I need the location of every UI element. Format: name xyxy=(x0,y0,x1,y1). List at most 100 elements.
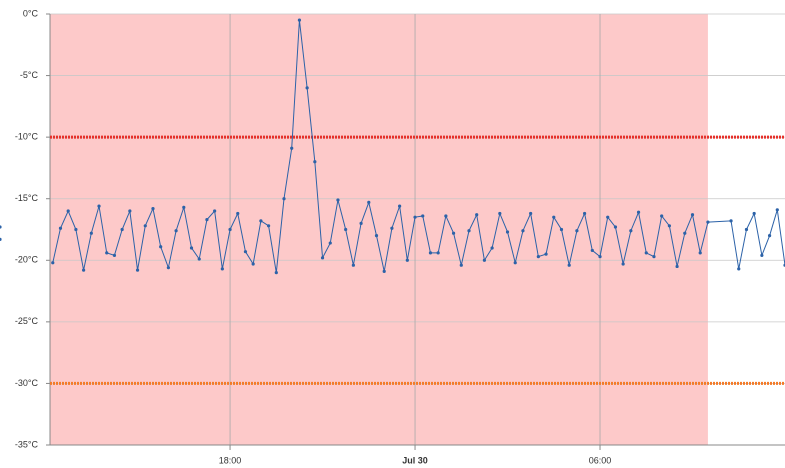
data-point xyxy=(259,219,263,223)
data-point xyxy=(105,251,109,255)
data-point xyxy=(613,225,618,229)
data-point xyxy=(0,237,2,241)
data-point xyxy=(536,254,540,259)
y-tick-label: -5°C xyxy=(20,70,39,80)
data-point xyxy=(351,263,355,267)
x-tick-label: 18:00 xyxy=(219,455,242,465)
data-point xyxy=(359,221,363,225)
data-point xyxy=(513,261,517,265)
data-point xyxy=(344,227,348,232)
data-point xyxy=(744,227,749,232)
data-point xyxy=(459,263,463,267)
data-point xyxy=(398,204,402,208)
data-point xyxy=(767,234,772,238)
data-point xyxy=(436,251,440,255)
data-point xyxy=(590,248,594,253)
data-point xyxy=(320,256,325,260)
data-point xyxy=(189,246,194,250)
data-point xyxy=(644,251,648,255)
data-point xyxy=(421,214,425,218)
data-point xyxy=(120,227,124,232)
data-point xyxy=(0,225,2,229)
data-point xyxy=(197,257,201,261)
data-point xyxy=(382,269,386,273)
data-point xyxy=(390,226,394,230)
x-tick-label: Jul 30 xyxy=(402,455,428,465)
data-point xyxy=(752,211,756,216)
data-point xyxy=(328,241,332,245)
data-point xyxy=(290,146,294,150)
data-point xyxy=(243,250,248,254)
data-point xyxy=(505,230,510,234)
data-point xyxy=(135,268,140,272)
data-point xyxy=(220,267,224,271)
data-point xyxy=(490,246,494,250)
data-point xyxy=(698,251,702,255)
data-point xyxy=(413,215,417,219)
data-point xyxy=(174,229,178,233)
data-point xyxy=(521,229,525,233)
data-point xyxy=(297,18,302,22)
data-point xyxy=(760,253,764,257)
y-tick-label: -20°C xyxy=(15,255,39,265)
y-tick-label: -10°C xyxy=(15,132,39,142)
data-point xyxy=(82,268,86,272)
data-point xyxy=(598,254,602,259)
data-point xyxy=(205,218,209,222)
data-point xyxy=(182,205,186,209)
y-tick-label: 0°C xyxy=(23,8,39,18)
data-point xyxy=(737,267,741,271)
data-point xyxy=(159,245,163,249)
data-point xyxy=(251,262,255,266)
data-point xyxy=(228,227,232,232)
data-point xyxy=(652,254,656,259)
data-point xyxy=(266,224,271,228)
data-point xyxy=(143,224,147,228)
data-point xyxy=(683,231,687,235)
data-point xyxy=(660,214,664,218)
data-point xyxy=(675,264,679,269)
data-point xyxy=(451,231,456,235)
data-point xyxy=(567,263,571,267)
data-point xyxy=(58,226,63,230)
y-tick-label: -35°C xyxy=(15,439,39,449)
data-point xyxy=(89,231,93,235)
data-point xyxy=(282,197,286,201)
data-point xyxy=(405,258,409,262)
data-point xyxy=(128,209,132,213)
data-point xyxy=(559,227,564,232)
data-point xyxy=(367,200,371,205)
x-tick-label: 06:00 xyxy=(589,455,612,465)
data-point xyxy=(606,215,610,219)
data-point xyxy=(51,261,55,265)
data-point xyxy=(621,262,625,266)
data-point xyxy=(213,209,217,213)
y-tick-label: -30°C xyxy=(15,378,39,388)
data-point xyxy=(690,213,695,217)
data-point xyxy=(636,210,641,214)
data-point xyxy=(575,229,579,233)
data-point xyxy=(667,224,671,228)
y-tick-label: -15°C xyxy=(15,193,39,203)
series-line xyxy=(52,20,785,273)
data-point xyxy=(475,213,479,217)
data-point xyxy=(482,258,487,262)
data-point xyxy=(583,211,587,216)
data-point xyxy=(498,211,502,216)
data-point xyxy=(775,208,779,212)
data-point xyxy=(313,160,317,164)
data-point xyxy=(112,253,117,257)
data-point xyxy=(629,229,633,233)
data-point xyxy=(236,211,240,216)
data-point xyxy=(305,86,309,90)
data-point xyxy=(151,206,155,211)
data-point xyxy=(66,209,70,213)
data-point xyxy=(706,220,710,224)
data-point xyxy=(467,229,471,233)
y-tick-label: -25°C xyxy=(15,316,39,326)
data-point xyxy=(428,251,433,255)
data-point xyxy=(97,204,101,208)
data-point xyxy=(166,266,170,270)
